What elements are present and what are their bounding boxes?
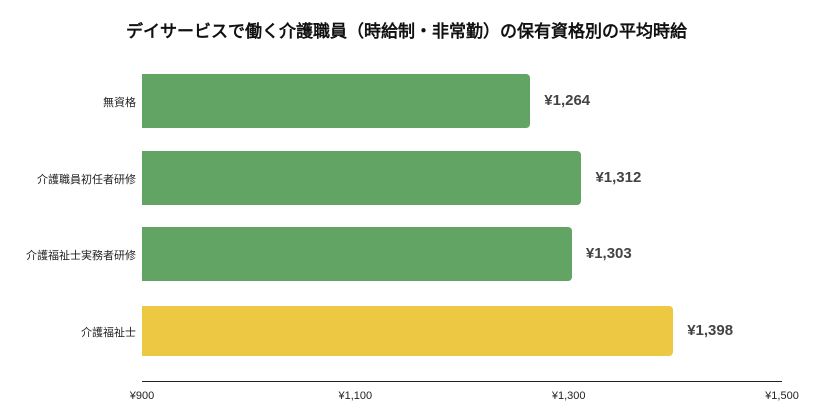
x-tick-label: ¥1,500	[765, 390, 799, 402]
bar[interactable]	[142, 151, 582, 205]
value-label: ¥1,398	[687, 322, 734, 339]
chart-title: デイサービスで働く介護職員（時給制・非常勤）の保有資格別の平均時給	[126, 22, 687, 42]
x-tick-label: ¥1,300	[551, 390, 586, 402]
bar[interactable]	[142, 306, 674, 356]
category-label: 介護福祉士実務者研修	[26, 249, 136, 262]
x-tick-label: ¥1,100	[338, 390, 373, 402]
value-label: ¥1,264	[544, 92, 591, 109]
x-axis-line	[142, 381, 782, 382]
value-label: ¥1,312	[595, 169, 642, 186]
x-tick-label: ¥900	[129, 390, 155, 402]
bar[interactable]	[142, 74, 531, 128]
category-label: 無資格	[103, 96, 136, 109]
value-label: ¥1,303	[585, 245, 632, 262]
bar[interactable]	[142, 227, 572, 281]
category-label: 介護職員初任者研修	[37, 173, 136, 186]
category-label: 介護福祉士	[81, 326, 136, 339]
